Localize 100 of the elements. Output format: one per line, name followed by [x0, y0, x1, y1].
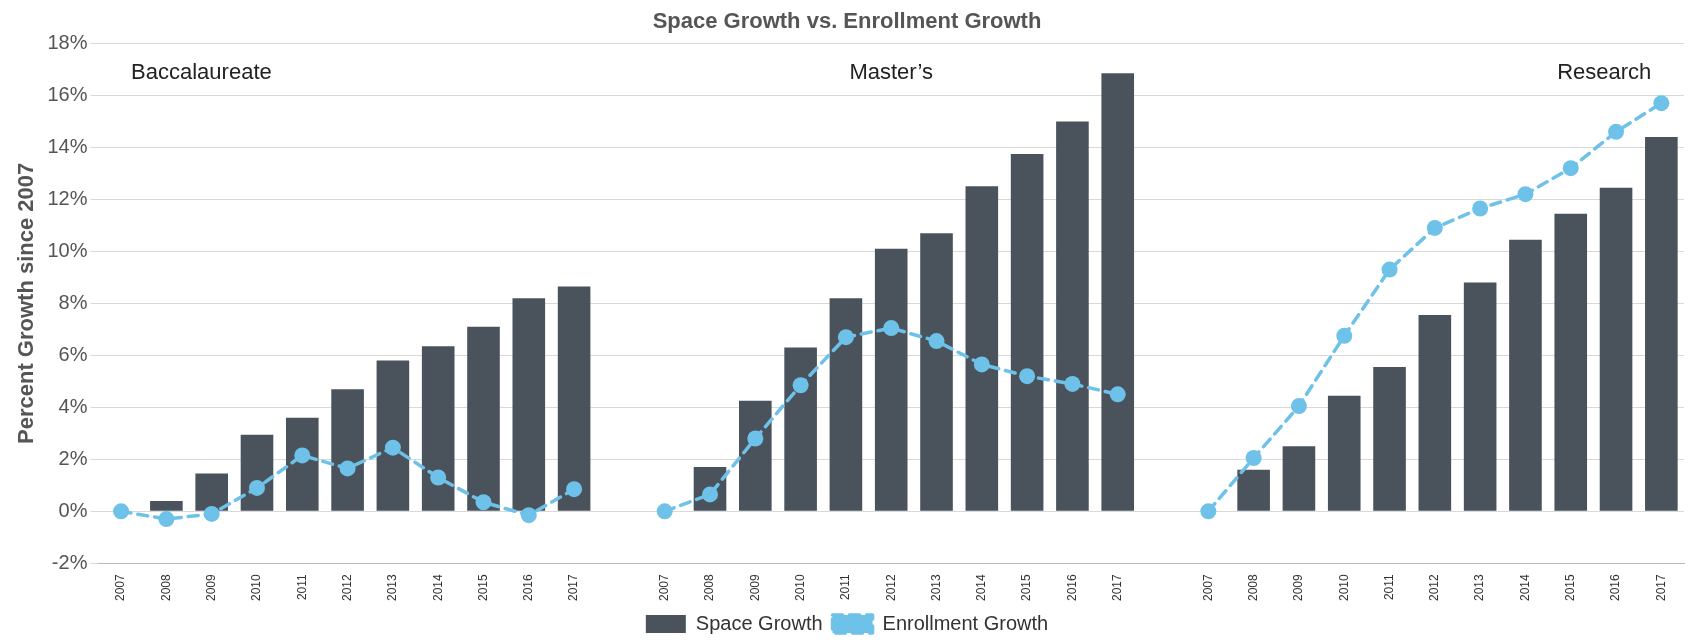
bar [1418, 315, 1452, 511]
point [1472, 200, 1489, 217]
x-tick-label: 2007 [657, 573, 672, 602]
point [1426, 219, 1443, 236]
point [792, 377, 809, 394]
x-tick-label: 2009 [1291, 573, 1306, 602]
x-tick-label: 2011 [294, 573, 309, 601]
point [656, 503, 673, 520]
point [1245, 450, 1262, 467]
bar [1509, 239, 1542, 511]
y-tick-label: 10% [47, 238, 88, 261]
x-tick-label: 2007 [113, 573, 128, 602]
point [747, 430, 764, 447]
x-tick-label: 2013 [928, 573, 943, 602]
y-tick-label: 6% [58, 342, 88, 365]
x-tick-label: 2016 [1608, 573, 1623, 602]
bar [1010, 153, 1044, 511]
chart-title: Space Growth vs. Enrollment Growth [652, 8, 1042, 34]
x-tick-label: 2017 [1110, 573, 1125, 602]
y-tick-label: 8% [58, 290, 88, 313]
point [1019, 368, 1036, 385]
x-tick-label: 2013 [385, 573, 400, 602]
bar [331, 389, 364, 511]
bar [965, 186, 999, 511]
bar [150, 500, 183, 511]
point [430, 469, 447, 486]
point [1653, 95, 1670, 112]
x-tick-label: 2013 [1472, 573, 1487, 602]
point [837, 329, 854, 346]
bar [512, 298, 546, 511]
bar [874, 248, 908, 511]
y-tick-label: 14% [47, 134, 88, 157]
point [113, 503, 130, 520]
bar [376, 360, 410, 511]
bar [1463, 282, 1497, 511]
x-tick-label: 2012 [883, 573, 898, 602]
x-tick-label: 2016 [1064, 573, 1079, 602]
bar [1056, 121, 1089, 511]
x-tick-label: 2010 [249, 573, 264, 602]
x-tick-label: 2015 [1019, 573, 1034, 602]
point [1517, 186, 1534, 203]
x-tick-label: 2010 [792, 573, 807, 602]
point [339, 460, 356, 477]
bar [1237, 469, 1270, 511]
y-tick-label: 16% [47, 82, 88, 105]
bar [421, 346, 455, 511]
x-tick-label: 2008 [1245, 573, 1260, 602]
annotation: Research [1557, 59, 1652, 85]
bar [829, 298, 863, 511]
point [294, 447, 311, 464]
y-tick-label: 2% [58, 446, 88, 469]
bar [285, 417, 319, 511]
x-tick-label: 2014 [974, 573, 989, 602]
bar [1327, 395, 1361, 511]
bar [920, 233, 953, 511]
x-tick-label: 2017 [566, 573, 581, 602]
x-tick-label: 2009 [204, 573, 218, 602]
point [1290, 398, 1307, 415]
x-tick-label: 2014 [430, 573, 445, 602]
point [883, 320, 900, 337]
legend-label: Space Growth [695, 611, 823, 634]
point [1381, 261, 1398, 278]
y-tick-label: 4% [58, 394, 88, 417]
x-tick-label: 2010 [1336, 573, 1351, 602]
x-tick-label: 2016 [521, 573, 536, 602]
point [973, 356, 990, 373]
bar [1101, 73, 1135, 511]
y-tick-label: 0% [58, 498, 88, 521]
x-tick-label: 2009 [747, 573, 762, 602]
y-axis-title: Percent Growth since 2007 [13, 162, 39, 444]
point [384, 439, 401, 456]
point [566, 481, 583, 498]
point [248, 479, 265, 496]
point [158, 511, 175, 528]
bar [1282, 446, 1316, 511]
y-tick-label: -2% [51, 550, 88, 573]
x-tick-label: 2015 [1563, 573, 1578, 602]
point [1200, 503, 1217, 520]
point [1109, 386, 1126, 403]
x-tick-label: 2014 [1517, 573, 1532, 602]
x-tick-label: 2007 [1200, 573, 1215, 602]
point [928, 333, 945, 350]
point [1064, 375, 1081, 392]
y-tick-label: 18% [47, 30, 88, 53]
annotation: Baccalaureate [131, 59, 272, 85]
bar [557, 286, 591, 511]
x-tick-label: 2015 [475, 573, 490, 602]
bar [1645, 136, 1678, 511]
bar [1373, 367, 1406, 511]
bar [1554, 213, 1588, 511]
point [1608, 123, 1625, 140]
bar [195, 473, 228, 511]
point [1336, 327, 1353, 344]
y-tick-label: 12% [47, 186, 88, 209]
x-tick-label: 2011 [838, 573, 853, 601]
point [203, 505, 220, 522]
point [475, 494, 492, 511]
x-tick-label: 2008 [702, 573, 717, 602]
annotation: Master’s [849, 59, 933, 85]
x-tick-label: 2017 [1653, 573, 1668, 602]
